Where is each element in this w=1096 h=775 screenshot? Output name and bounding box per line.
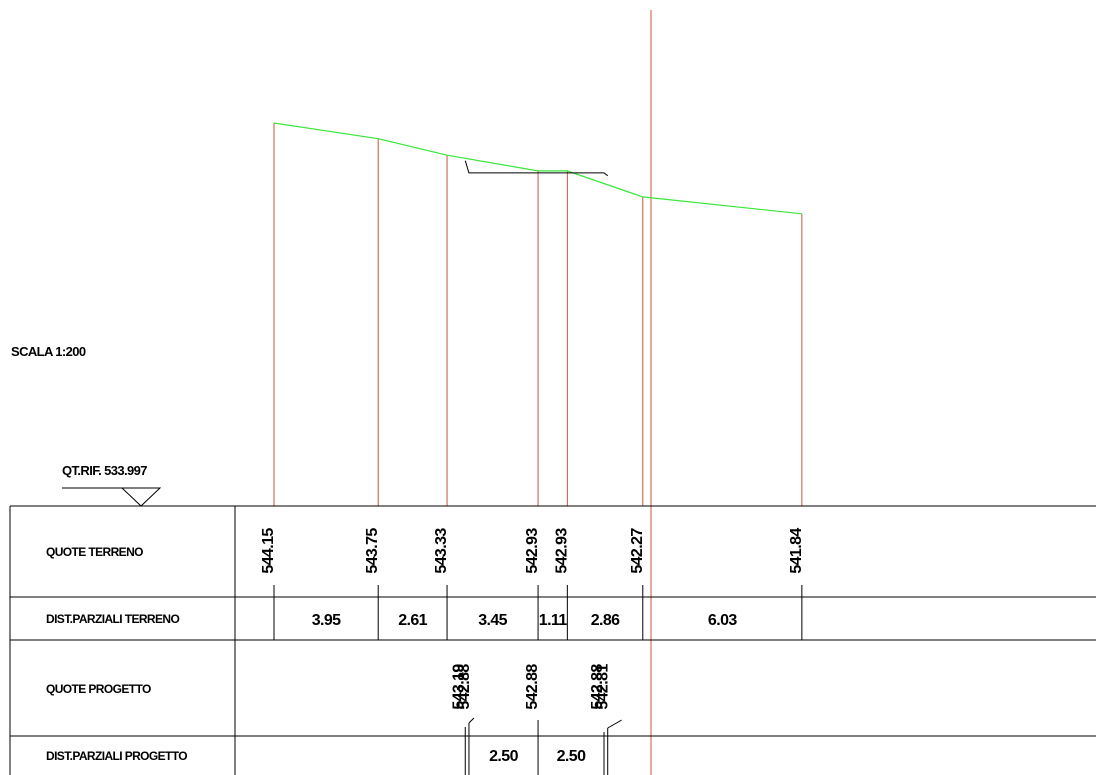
ground-station-lines xyxy=(273,123,803,506)
row-header-dist-parziali-progetto: DIST.PARZIALI PROGETTO xyxy=(46,749,187,763)
ground-elevation-value: 543.75 xyxy=(364,528,381,574)
ground-partial-distance: 3.45 xyxy=(478,612,507,629)
project-partial-distance: 2.50 xyxy=(489,748,518,765)
ground-elevation-value: 542.27 xyxy=(629,528,646,574)
scale-label: SCALA 1:200 xyxy=(11,344,86,359)
profile-table-grid xyxy=(9,505,1096,775)
ground-partial-distances: 3.95 2.61 3.45 1.11 2.86 6.03 xyxy=(312,612,738,629)
ground-elevation-value: 542.93 xyxy=(553,528,570,574)
ground-distance-ticks xyxy=(273,585,803,640)
project-elevation-value: 542.88 xyxy=(589,664,606,710)
row-header-quote-terreno: QUOTE TERRENO xyxy=(46,545,143,559)
project-profile-line xyxy=(464,160,609,177)
ground-elevation-value: 543.33 xyxy=(433,528,450,574)
ground-elevation-value: 542.93 xyxy=(524,528,541,574)
ground-elevation-value: 544.15 xyxy=(260,528,277,574)
row-header-quote-progetto: QUOTE PROGETTO xyxy=(46,682,151,696)
ground-partial-distance: 6.03 xyxy=(708,612,737,629)
ground-partial-distance: 2.61 xyxy=(398,612,427,629)
project-partial-distance: 2.50 xyxy=(557,748,586,765)
project-partial-distances: 2.50 2.50 xyxy=(489,748,587,765)
project-leader-lines xyxy=(464,717,622,775)
project-leader-line xyxy=(607,719,622,729)
row-header-dist-parziali-terreno: DIST.PARZIALI TERRENO xyxy=(46,612,179,626)
project-elevation-value: 542.81 xyxy=(595,664,612,710)
ground-elevation-values: 544.15 543.75 543.33 542.93 542.93 542.27 541.… xyxy=(260,528,805,574)
project-elevation-value: 542.88 xyxy=(456,664,473,710)
reference-triangle-icon xyxy=(120,487,162,507)
ground-profile-line xyxy=(273,122,802,215)
ground-elevation-value: 541.84 xyxy=(788,528,805,574)
project-elevation-value: 543.19 xyxy=(450,664,467,710)
ground-partial-distance: 1.11 xyxy=(539,612,568,629)
ground-partial-distance: 2.86 xyxy=(591,612,620,629)
reference-label: QT.RIF. 533.997 xyxy=(62,463,147,478)
project-elevation-value: 542.88 xyxy=(524,664,541,710)
ground-partial-distance: 3.95 xyxy=(312,612,341,629)
project-leader-line xyxy=(468,717,475,724)
